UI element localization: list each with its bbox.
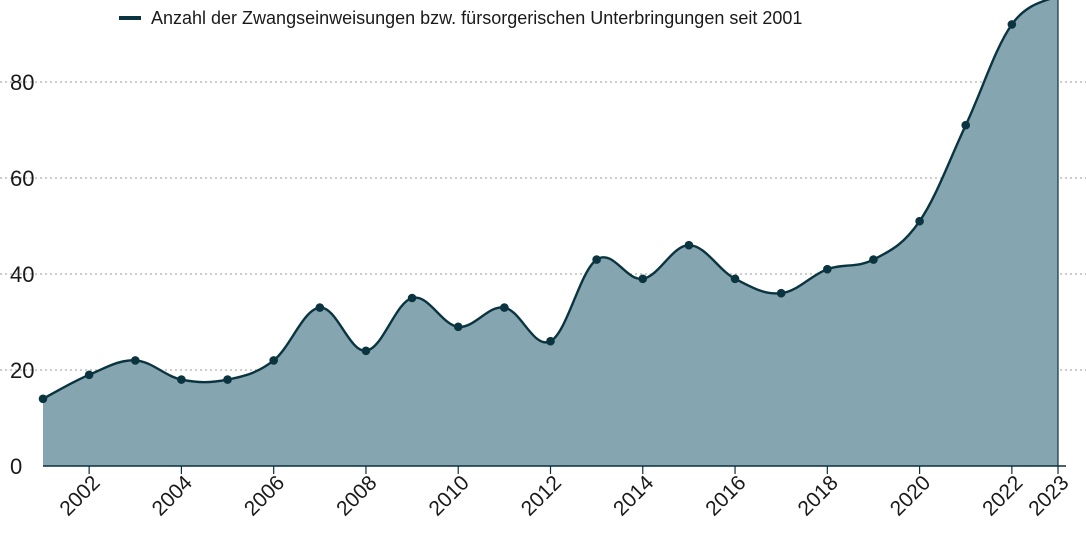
area-layer — [42, 0, 1058, 466]
data-point — [269, 356, 278, 365]
data-point — [592, 255, 601, 264]
data-point — [130, 356, 140, 365]
data-point — [84, 370, 94, 380]
x-tick-label: 2018 — [794, 471, 843, 520]
legend: Anzahl der Zwangseinweisungen bzw. fürso… — [119, 8, 802, 28]
legend-label: Anzahl der Zwangseinweisungen bzw. fürso… — [151, 8, 802, 28]
x-tick-label: 2020 — [886, 471, 935, 520]
y-tick-label: 20 — [10, 358, 34, 383]
data-point — [730, 274, 740, 284]
x-tick-label: 2022 — [978, 471, 1027, 520]
x-tick-label: 2014 — [609, 471, 659, 521]
area-fill — [43, 0, 1058, 466]
x-tick-label: 2004 — [148, 471, 198, 521]
data-point — [315, 303, 325, 312]
x-tick-label: 2002 — [55, 471, 104, 520]
data-point — [684, 240, 694, 250]
x-tick-label: 2012 — [517, 471, 566, 520]
data-point — [177, 375, 186, 384]
data-point — [407, 293, 417, 303]
data-point — [869, 255, 878, 264]
y-tick-label: 40 — [10, 262, 34, 287]
data-point — [638, 274, 648, 284]
data-point — [915, 216, 924, 226]
data-point — [823, 264, 832, 274]
y-tick-label: 0 — [10, 454, 22, 479]
data-point — [1007, 20, 1017, 29]
data-point — [453, 322, 463, 332]
x-tick-label: 2023 — [1024, 471, 1073, 520]
x-tick-label: 2008 — [332, 471, 381, 520]
marker-layer — [38, 20, 1017, 404]
data-point — [361, 346, 371, 356]
y-tick-label: 60 — [10, 166, 34, 191]
data-point — [223, 375, 232, 384]
x-tick-label: 2010 — [424, 471, 473, 520]
data-point — [546, 336, 555, 346]
data-point — [500, 303, 509, 312]
y-tick-label: 80 — [10, 70, 34, 95]
data-point — [961, 120, 971, 130]
x-tick-label: 2016 — [701, 471, 750, 520]
x-tick-label: 2006 — [240, 471, 289, 520]
data-point — [38, 394, 48, 404]
data-point — [776, 288, 786, 298]
